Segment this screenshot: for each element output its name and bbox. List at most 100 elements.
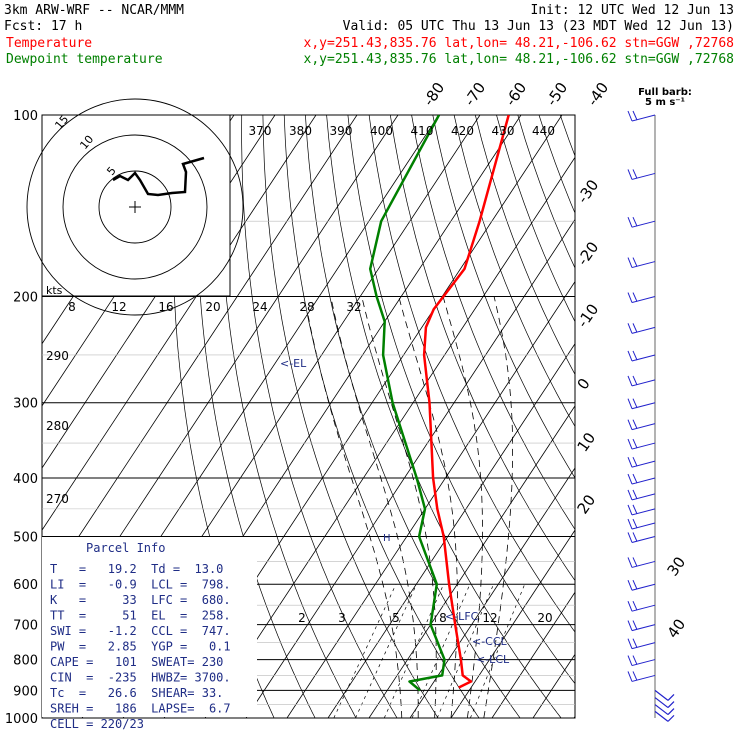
mixing-ratio-label: 2 [298,611,306,625]
wind-barb [654,710,675,722]
wind-barb [627,323,656,334]
isotherm [409,467,575,718]
isotherm-label: -70 [461,79,490,109]
hodograph-speed-label: 32 [346,300,361,314]
dewpoint-station-info: x,y=251.43,835.76 lat,lon= 48.21,-106.62… [304,52,734,67]
theta-label-left: 280 [46,419,69,433]
theta-label: 380 [289,124,312,138]
barb-key-units: 5 m s⁻¹ [645,97,685,108]
isotherm-label: -80 [420,79,449,109]
isotherm-label: -20 [574,238,603,268]
dry-adiabat [389,115,575,582]
mixing-ratio-line [436,584,494,718]
dewpoint-profile [368,115,446,692]
pressure-tick-label: 100 [13,109,38,124]
wind-barb [627,532,656,543]
moist-adiabat [398,296,458,718]
hodograph-frame [41,114,231,297]
dry-adiabat [517,115,575,269]
isotherm [204,156,575,718]
barb-key-title: Full barb: [638,87,692,98]
wind-barb [627,518,656,530]
temperature-profile [422,115,510,689]
wind-barbs [627,110,675,722]
wind-barb [627,419,656,431]
parcel-info-row: CIN = -235 HWBZ= 3700. [50,671,231,685]
hodograph-ring [98,170,172,244]
parcel-info-row: T = 19.2 Td = 13.0 [50,562,223,576]
level-annotation: <-EL [280,357,307,370]
wind-barb [627,350,656,362]
dry-adiabat [262,115,439,718]
isotherm-label: 40 [664,616,690,642]
theta-label-left: 270 [46,492,69,506]
isotherm-label: -10 [574,301,603,331]
isotherm [286,280,575,718]
mixing-ratio-label: 12 [482,611,497,625]
init-time: Init: 12 UTC Wed 12 Jun 13 [531,3,735,18]
isotherm [42,115,358,593]
theta-label: 370 [249,124,272,138]
pressure-tick-label: 200 [13,291,38,306]
theta-label: 390 [330,124,353,138]
hodograph-speed-label: 12 [111,300,126,314]
level-marker: H [383,533,391,544]
mixing-ratio-line [470,584,526,718]
theta-label: 400 [370,124,393,138]
wind-barb [627,671,656,682]
wind-barb [627,580,656,591]
hodograph-trace [112,156,205,197]
isotherm-label: -30 [574,176,603,206]
wind-barb [627,292,656,304]
isotherm [450,529,575,718]
dry-adiabat [326,115,562,718]
level-annotation: <-CCL [472,635,508,648]
wind-barb [627,110,656,122]
parcel-info-row: CELL = 220/23 [50,717,144,731]
theta-label: 440 [532,124,555,138]
wind-barb [627,473,656,485]
wind-barb [654,704,675,716]
wind-barb [627,557,656,568]
isotherm-label: -60 [502,79,531,109]
mixing-ratio-label: 3 [338,611,346,625]
pressure-tick-label: 400 [13,472,38,487]
level-annotation: <-LFC [445,610,479,623]
dry-adiabat [453,115,575,428]
mixing-ratio-line [355,584,417,718]
dewpoint-legend: Dewpoint temperature [6,52,163,67]
wind-barb [627,169,656,180]
level-annotation: <-LCL [476,653,510,666]
isotherm [491,591,575,718]
wind-barb [627,638,656,650]
parcel-info-row: Tc = 26.6 SHEAR= 33. [50,686,223,700]
profiles [368,115,510,692]
hodograph-ring [62,134,208,280]
hodograph-ring [26,98,244,316]
wind-barb [654,697,675,709]
wind-barb [627,398,656,410]
wind-barb [627,504,656,516]
parcel-info-row: PW = 2.85 YGP = 0.1 [50,640,231,654]
theta-label: 420 [451,124,474,138]
wind-barb [627,489,656,501]
pressure-tick-label: 500 [13,530,38,545]
parcel-info-row: SREH = 186 LAPSE= 6.7 [50,702,231,716]
hodograph-speed-label: 8 [68,300,76,314]
wind-barb [654,689,675,701]
wind-barb [627,456,656,468]
dry-adiabat [474,115,575,376]
isotherm-label: 10 [574,429,600,455]
forecast-hour: Fcst: 17 h [4,19,82,34]
dry-adiabat [582,115,740,718]
theta-label: 410 [411,124,434,138]
parcel-info-row: K = 33 LFC = 680. [50,593,231,607]
wind-barb [627,620,656,632]
hodograph-speed-label: 20 [205,300,220,314]
theta-label: 430 [492,124,515,138]
parcel-info-row: SWI = -1.2 CCL = 747. [50,624,231,638]
parcel-info-panel: Parcel Info T = 19.2 Td = 13.0 LI = -0.9 … [42,537,257,731]
mixing-ratio-label: 5 [392,611,400,625]
